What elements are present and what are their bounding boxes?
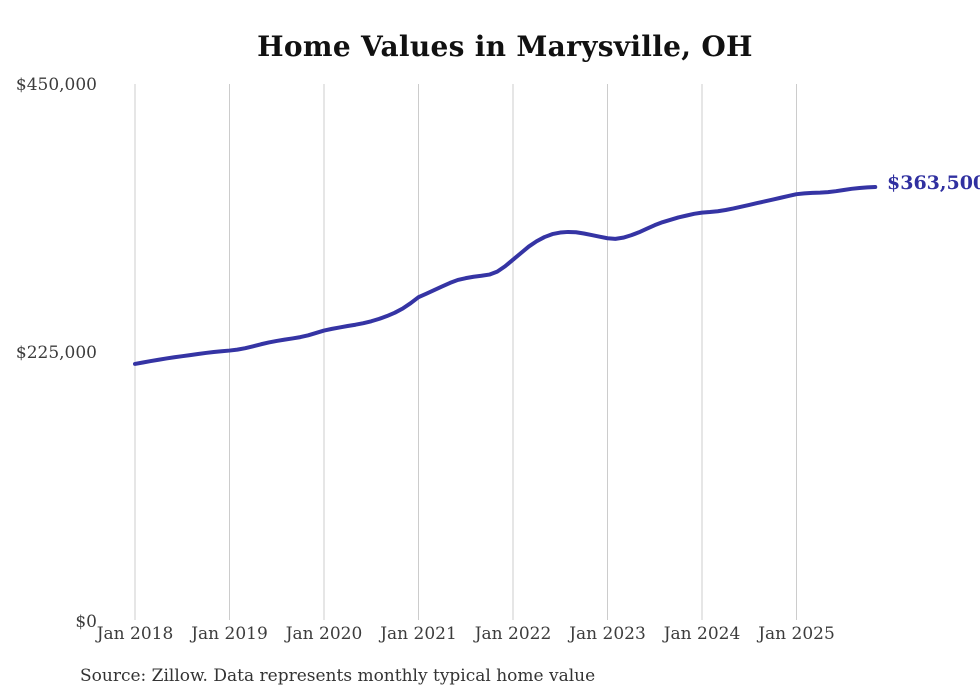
x-tick-label-jan-2023: Jan 2023 — [569, 624, 646, 644]
y-tick-label-225000: $225,000 — [15, 343, 97, 363]
x-tick-label-jan-2024: Jan 2024 — [663, 624, 741, 644]
home-value-series-line — [133, 185, 878, 366]
x-tick-label-jan-2022: Jan 2022 — [474, 624, 552, 644]
chart-title: Home Values in Marysville, OH — [257, 30, 753, 63]
y-tick-label-450000: $450,000 — [15, 75, 97, 95]
x-tick-label-jan-2019: Jan 2019 — [191, 624, 268, 644]
x-tick-label-jan-2021: Jan 2021 — [380, 624, 457, 644]
last-value-annotation: $363,500 — [887, 172, 980, 194]
x-tick-label-jan-2018: Jan 2018 — [96, 624, 174, 644]
source-note: Source: Zillow. Data represents monthly … — [80, 666, 596, 686]
x-tick-label-jan-2020: Jan 2020 — [285, 624, 363, 644]
x-tick-label-jan-2025: Jan 2025 — [758, 624, 835, 644]
y-tick-label-0: $0 — [75, 612, 97, 632]
